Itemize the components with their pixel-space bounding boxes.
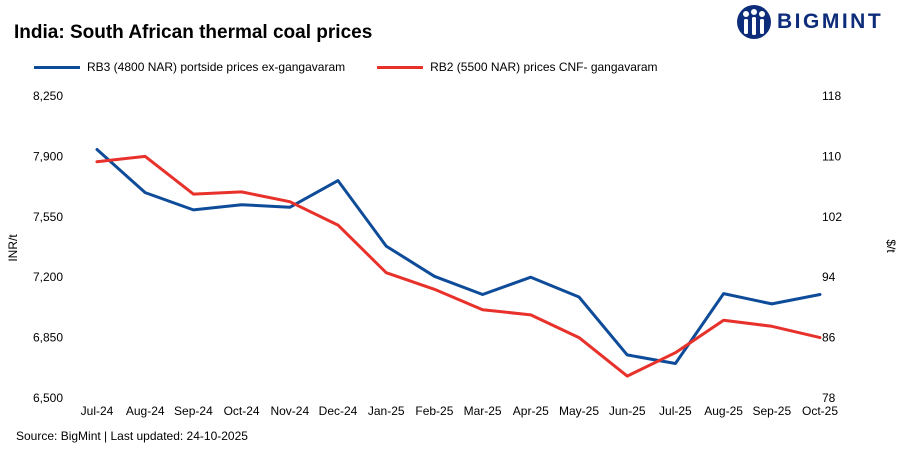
x-tick-label: Sep-24 xyxy=(174,404,213,418)
brand-name: BIGMINT xyxy=(777,10,884,33)
x-tick-label: Aug-25 xyxy=(704,404,743,418)
right-tick-label: 110 xyxy=(822,149,841,163)
x-tick-label: Nov-24 xyxy=(270,404,309,418)
left-tick-label: 7,550 xyxy=(33,210,63,224)
x-tick-label: Apr-25 xyxy=(513,404,549,418)
left-tick-label: 6,850 xyxy=(33,331,63,345)
x-tick-label: Dec-24 xyxy=(319,404,358,418)
source-note: Source: BigMint | Last updated: 24-10-20… xyxy=(16,429,248,443)
left-tick-label: 7,200 xyxy=(33,270,63,284)
x-axis-ticks: Jul-24 Aug-24 Sep-24 Oct-24 Nov-24 Dec-24 Jan-… xyxy=(81,404,839,418)
bigmint-logo: BIGMINT xyxy=(736,4,883,40)
right-tick-label: 86 xyxy=(822,331,836,345)
x-tick-label: Jul-24 xyxy=(81,404,114,418)
legend-item-rb2: RB2 (5500 NAR) prices CNF- gangavaram xyxy=(377,60,658,74)
left-axis-ticks: 6,500 6,850 7,200 7,550 7,900 8,250 xyxy=(33,89,63,405)
x-tick-label: Aug-24 xyxy=(126,404,165,418)
x-tick-label: Jun-25 xyxy=(609,404,646,418)
x-tick-label: Oct-24 xyxy=(224,404,260,418)
series-line-rb3 xyxy=(95,148,822,365)
x-tick-label: Jul-25 xyxy=(659,404,692,418)
series-line-rb2 xyxy=(95,154,822,378)
left-tick-label: 7,900 xyxy=(33,149,63,163)
legend-swatch-rb3 xyxy=(34,65,80,69)
x-tick-label: May-25 xyxy=(559,404,599,418)
right-axis-ticks: 78 86 94 102 110 118 xyxy=(822,89,842,405)
x-tick-label: Mar-25 xyxy=(464,404,502,418)
legend-label-rb2: RB2 (5500 NAR) prices CNF- gangavaram xyxy=(430,60,658,74)
legend-swatch-rb2 xyxy=(377,65,424,69)
x-tick-label: Sep-25 xyxy=(752,404,791,418)
chart-legend: RB3 (4800 NAR) portside prices ex-gangav… xyxy=(34,60,658,74)
x-tick-label: Feb-25 xyxy=(415,404,453,418)
left-axis-title: INR/t xyxy=(6,234,20,262)
x-tick-label: Jan-25 xyxy=(368,404,405,418)
series-lines xyxy=(95,148,822,378)
chart-title: India: South African thermal coal prices xyxy=(14,22,373,43)
legend-label-rb3: RB3 (4800 NAR) portside prices ex-gangav… xyxy=(87,60,346,74)
right-tick-label: 102 xyxy=(822,210,842,224)
right-axis-title: $/t xyxy=(884,239,898,253)
x-tick-label: Oct-25 xyxy=(802,404,838,418)
bigmint-logo-icon xyxy=(737,5,771,39)
left-tick-label: 8,250 xyxy=(33,89,63,103)
legend-item-rb3: RB3 (4800 NAR) portside prices ex-gangav… xyxy=(34,60,345,74)
right-tick-label: 118 xyxy=(822,89,841,103)
right-tick-label: 78 xyxy=(822,391,836,405)
right-tick-label: 94 xyxy=(822,270,836,284)
left-tick-label: 6,500 xyxy=(33,391,63,405)
